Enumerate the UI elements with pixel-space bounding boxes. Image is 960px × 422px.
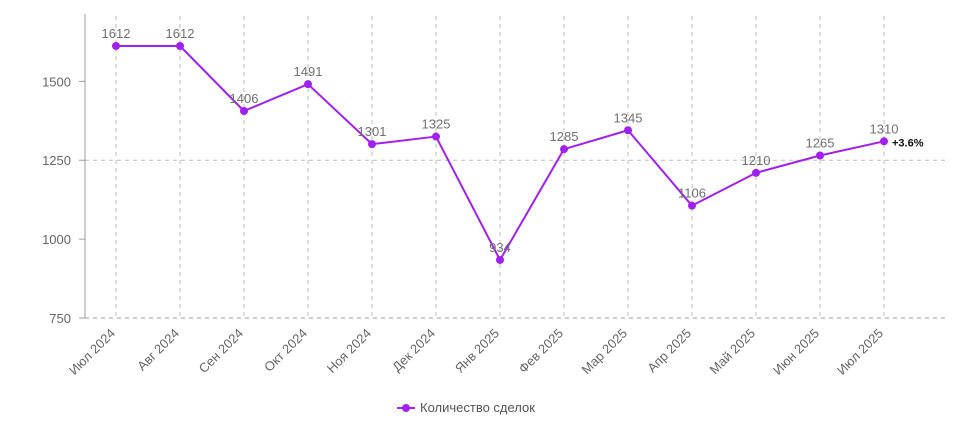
data-labels: 1612 1612 1406 1491 1301 1325 934 1285 1345 1106 1… <box>102 26 924 255</box>
data-point <box>432 132 440 141</box>
data-point <box>624 126 632 135</box>
data-point <box>112 42 120 50</box>
data-label: 1310 <box>870 121 899 136</box>
data-point <box>368 140 376 149</box>
data-point <box>560 145 568 154</box>
x-tick-label: Дек 2024 <box>389 326 438 375</box>
data-label: 1325 <box>422 117 451 132</box>
x-tick-label: Май 2025 <box>707 326 759 378</box>
legend-marker <box>402 404 410 412</box>
data-label: 1345 <box>614 110 643 125</box>
y-tick-label: 1500 <box>42 74 71 89</box>
axes: 750 1000 1250 1500 Июл 2024 Авг 2024 Сен 2024 О… <box>42 14 886 378</box>
x-tick-label: Июл 2025 <box>834 326 886 378</box>
series <box>112 42 888 264</box>
x-tick-label: Авг 2024 <box>134 326 182 374</box>
data-point <box>880 137 888 146</box>
y-tick-label: 1250 <box>42 153 71 168</box>
x-tick-label: Янв 2025 <box>452 326 502 376</box>
y-tick-label: 1000 <box>42 232 71 247</box>
data-point <box>688 201 696 210</box>
y-tick-label: 750 <box>49 311 71 326</box>
data-label: 1285 <box>550 129 579 144</box>
data-point <box>752 168 760 177</box>
x-tick-label: Окт 2024 <box>261 326 310 375</box>
data-point <box>240 107 248 116</box>
x-tick-label: Сен 2024 <box>196 326 246 376</box>
data-point <box>816 151 824 160</box>
data-label: 1491 <box>294 64 323 79</box>
data-label: 1406 <box>230 91 259 106</box>
data-label: 1301 <box>358 124 387 139</box>
data-label: 1265 <box>806 135 835 150</box>
grid <box>85 16 946 319</box>
x-tick-label: Мар 2025 <box>579 326 631 378</box>
legend-label: Количество сделок <box>420 400 535 415</box>
change-label: +3.6% <box>892 137 924 149</box>
data-point <box>304 80 312 89</box>
x-tick-label: Апр 2025 <box>644 326 694 376</box>
x-tick-label: Июн 2025 <box>770 326 822 378</box>
data-label: 1210 <box>742 153 771 168</box>
data-label: 1106 <box>678 186 706 201</box>
x-tick-label: Июл 2024 <box>66 326 118 378</box>
x-tick-label: Ноя 2024 <box>324 326 374 376</box>
data-label: 1612 <box>102 26 131 41</box>
x-tick-label: Фев 2025 <box>516 326 567 377</box>
data-point <box>176 42 184 50</box>
data-point <box>496 255 504 264</box>
legend[interactable]: Количество сделок <box>397 400 535 415</box>
data-label: 1612 <box>166 26 195 41</box>
data-label: 934 <box>489 240 511 255</box>
